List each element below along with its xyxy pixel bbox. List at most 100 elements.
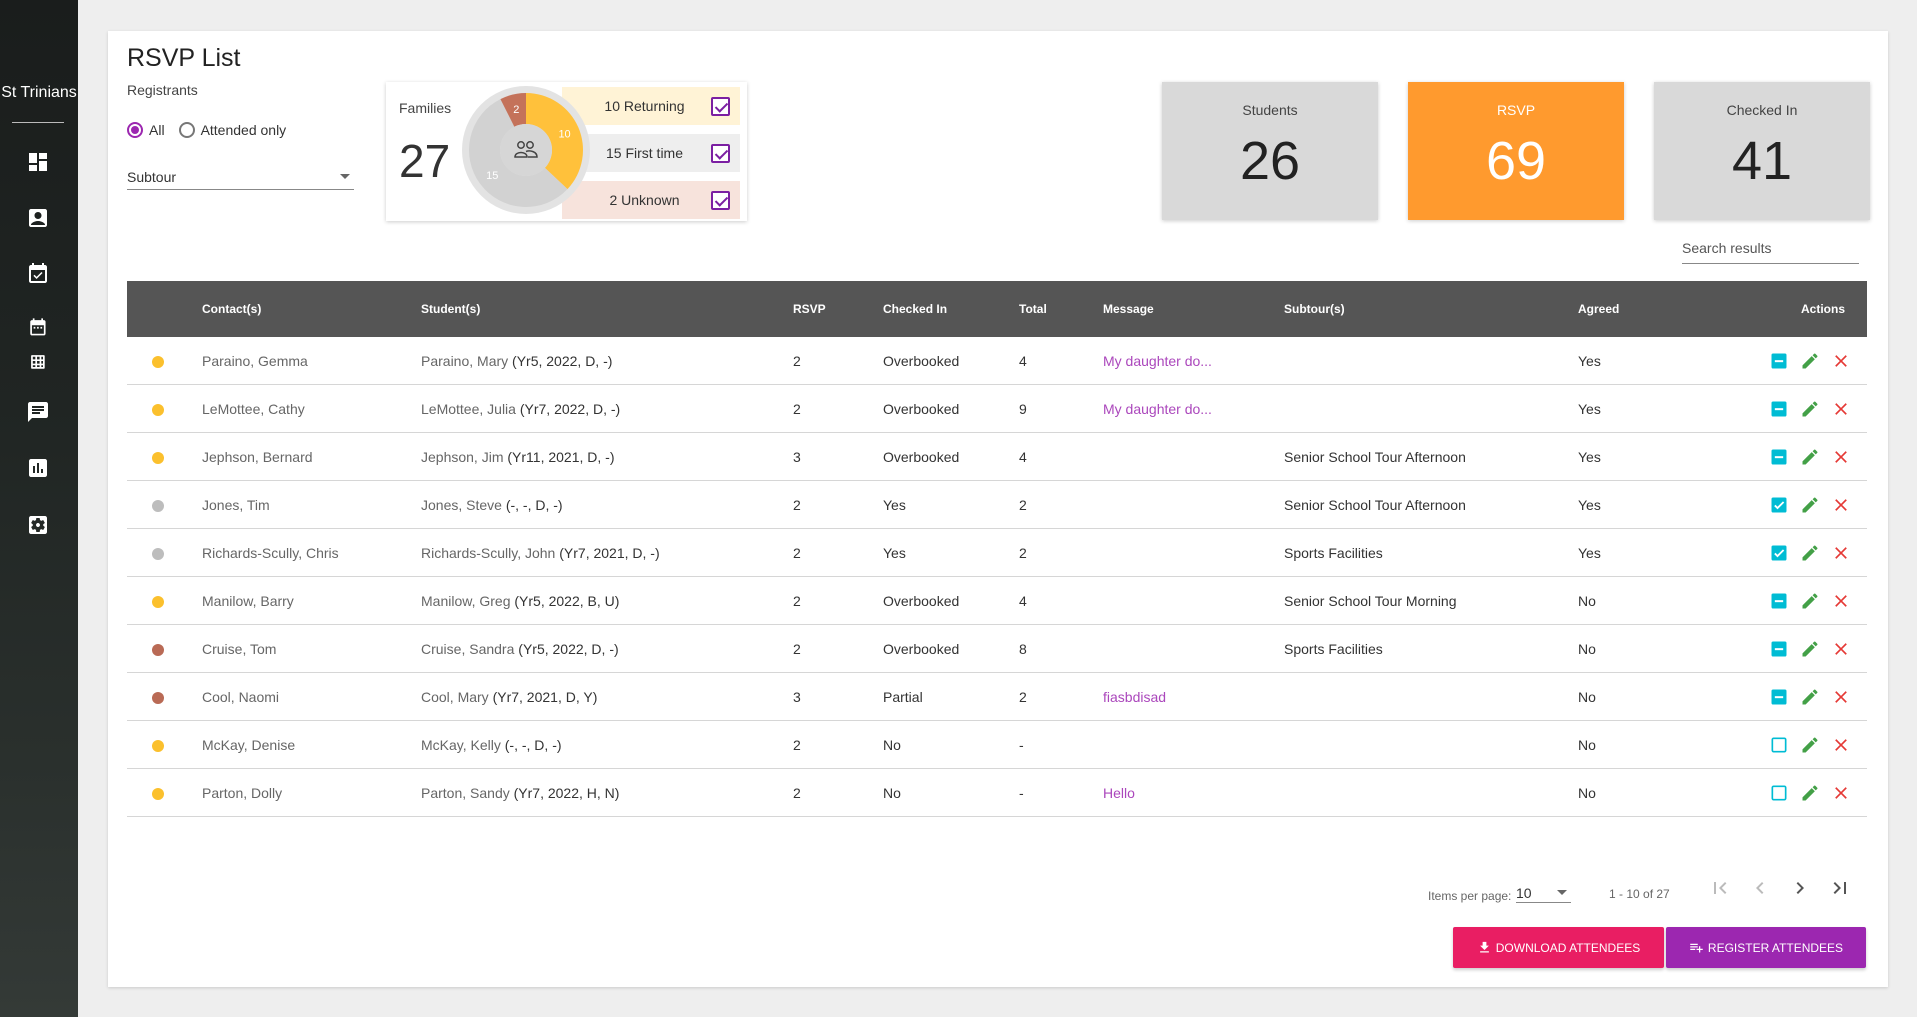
checkbox-indeterminate-icon[interactable] (1769, 351, 1789, 371)
grid-icon[interactable] (26, 350, 50, 374)
student-info: (Yr7, 2021, D, -) (555, 545, 660, 561)
edit-icon[interactable] (1800, 543, 1820, 563)
table-row[interactable]: McKay, Denise McKay, Kelly (-, -, D, -) 2 N… (127, 721, 1867, 769)
checkbox-checked-icon[interactable] (1769, 543, 1789, 563)
table-row[interactable]: Parton, Dolly Parton, Sandy (Yr7, 2022, H… (127, 769, 1867, 817)
student-name: Parton, Sandy (421, 785, 510, 801)
dashboard-icon[interactable] (26, 150, 50, 174)
delete-icon[interactable] (1831, 639, 1851, 659)
edit-icon[interactable] (1800, 639, 1820, 659)
student-info: (Yr7, 2022, H, N) (509, 785, 620, 801)
edit-icon[interactable] (1800, 783, 1820, 803)
checkbox-indeterminate-icon[interactable] (1769, 639, 1789, 659)
delete-icon[interactable] (1831, 687, 1851, 707)
legend-returning[interactable]: 10 Returning (562, 87, 740, 125)
registrants-label: Registrants (127, 82, 198, 98)
edit-icon[interactable] (1800, 495, 1820, 515)
table-row[interactable]: LeMottee, Cathy LeMottee, Julia (Yr7, 202… (127, 385, 1867, 433)
header-contact[interactable]: Contact(s) (202, 302, 262, 316)
header-rsvp[interactable]: RSVP (793, 302, 826, 316)
checkbox-indeterminate-icon[interactable] (1769, 687, 1789, 707)
calendar-icon[interactable] (26, 315, 50, 339)
header-total[interactable]: Total (1019, 302, 1047, 316)
delete-icon[interactable] (1831, 591, 1851, 611)
families-donut: 10 15 2 (462, 86, 590, 214)
next-page-button[interactable] (1788, 876, 1812, 900)
edit-icon[interactable] (1800, 447, 1820, 467)
rsvp-count: 2 (793, 497, 801, 513)
legend-unknown[interactable]: 2 Unknown (562, 181, 740, 219)
subtour-select[interactable]: Subtour (127, 164, 354, 190)
header-agreed[interactable]: Agreed (1578, 302, 1620, 316)
rsvp-count: 2 (793, 737, 801, 753)
filter-all-label: All (149, 122, 165, 138)
contact-name: Cool, Naomi (202, 689, 280, 705)
table-row[interactable]: Cruise, Tom Cruise, Sandra (Yr5, 2022, D,… (127, 625, 1867, 673)
download-attendees-button[interactable]: DOWNLOAD ATTENDEES (1453, 927, 1664, 968)
unknown-checkbox[interactable] (711, 190, 730, 210)
returning-checkbox[interactable] (711, 96, 730, 116)
delete-icon[interactable] (1831, 783, 1851, 803)
header-checked-in[interactable]: Checked In (883, 302, 948, 316)
delete-icon[interactable] (1831, 495, 1851, 515)
first-page-button[interactable] (1708, 876, 1732, 900)
agreed-value: No (1578, 641, 1596, 657)
checkbox-indeterminate-icon[interactable] (1769, 399, 1789, 419)
message-link[interactable]: fiasbdisad (1103, 689, 1167, 705)
edit-icon[interactable] (1800, 735, 1820, 755)
chart-icon[interactable] (26, 456, 50, 480)
student-info: (-, -, D, -) (501, 497, 563, 513)
delete-icon[interactable] (1831, 447, 1851, 467)
delete-icon[interactable] (1831, 735, 1851, 755)
edit-icon[interactable] (1800, 591, 1820, 611)
table-row[interactable]: Manilow, Barry Manilow, Greg (Yr5, 2022, … (127, 577, 1867, 625)
message-link[interactable]: My daughter do... (1103, 353, 1212, 369)
register-attendees-button[interactable]: REGISTER ATTENDEES (1666, 927, 1866, 968)
last-page-icon (1833, 882, 1846, 894)
table-row[interactable]: Paraino, Gemma Paraino, Mary (Yr5, 2022, … (127, 337, 1867, 385)
agreed-value: No (1578, 785, 1596, 801)
rsvp-stat-card: RSVP 69 (1408, 82, 1624, 220)
table-row[interactable]: Jones, Tim Jones, Steve (-, -, D, -) 2 Yes 2… (127, 481, 1867, 529)
edit-icon[interactable] (1800, 687, 1820, 707)
header-actions: Actions (1801, 302, 1846, 316)
filter-all-radio[interactable]: All (127, 122, 165, 138)
student-cell: Jones, Steve (-, -, D, -) (421, 497, 563, 513)
edit-icon[interactable] (1800, 399, 1820, 419)
header-student[interactable]: Student(s) (421, 302, 481, 316)
legend-first-time[interactable]: 15 First time (562, 134, 740, 172)
checkbox-indeterminate-icon[interactable] (1769, 447, 1789, 467)
contact-icon[interactable] (26, 206, 50, 230)
student-cell: Parton, Sandy (Yr7, 2022, H, N) (421, 785, 619, 801)
checkbox-indeterminate-icon[interactable] (1769, 591, 1789, 611)
checked-in-status: Partial (883, 689, 923, 705)
chat-icon[interactable] (26, 400, 50, 424)
previous-page-button[interactable] (1748, 876, 1772, 900)
settings-icon[interactable] (26, 513, 50, 537)
checkbox-empty-icon[interactable] (1769, 735, 1789, 755)
message-link[interactable]: My daughter do... (1103, 401, 1212, 417)
contact-name: Jephson, Bernard (202, 449, 313, 465)
event-available-icon[interactable] (26, 262, 50, 286)
table-row[interactable]: Richards-Scully, Chris Richards-Scully, J… (127, 529, 1867, 577)
table-row[interactable]: Jephson, Bernard Jephson, Jim (Yr11, 2021… (127, 433, 1867, 481)
last-page-button[interactable] (1828, 876, 1852, 900)
checkbox-checked-icon[interactable] (1769, 495, 1789, 515)
checkbox-empty-icon[interactable] (1769, 783, 1789, 803)
items-per-page-select[interactable]: 10 (1516, 883, 1571, 903)
edit-icon[interactable] (1800, 351, 1820, 371)
first-time-checkbox[interactable] (711, 143, 730, 163)
delete-icon[interactable] (1831, 351, 1851, 371)
message-link[interactable]: Hello (1103, 785, 1135, 801)
status-dot (152, 452, 164, 464)
families-widget: Families 27 10 Returning 15 First time 2… (386, 82, 747, 221)
filter-attended-radio[interactable]: Attended only (178, 122, 286, 138)
header-message[interactable]: Message (1103, 302, 1154, 316)
search-input[interactable] (1682, 240, 1859, 256)
delete-icon[interactable] (1831, 399, 1851, 419)
student-name: Richards-Scully, John (421, 545, 556, 561)
delete-icon[interactable] (1831, 543, 1851, 563)
donut-slice (500, 93, 526, 127)
header-subtour[interactable]: Subtour(s) (1284, 302, 1345, 316)
table-row[interactable]: Cool, Naomi Cool, Mary (Yr7, 2021, D, Y) 3… (127, 673, 1867, 721)
